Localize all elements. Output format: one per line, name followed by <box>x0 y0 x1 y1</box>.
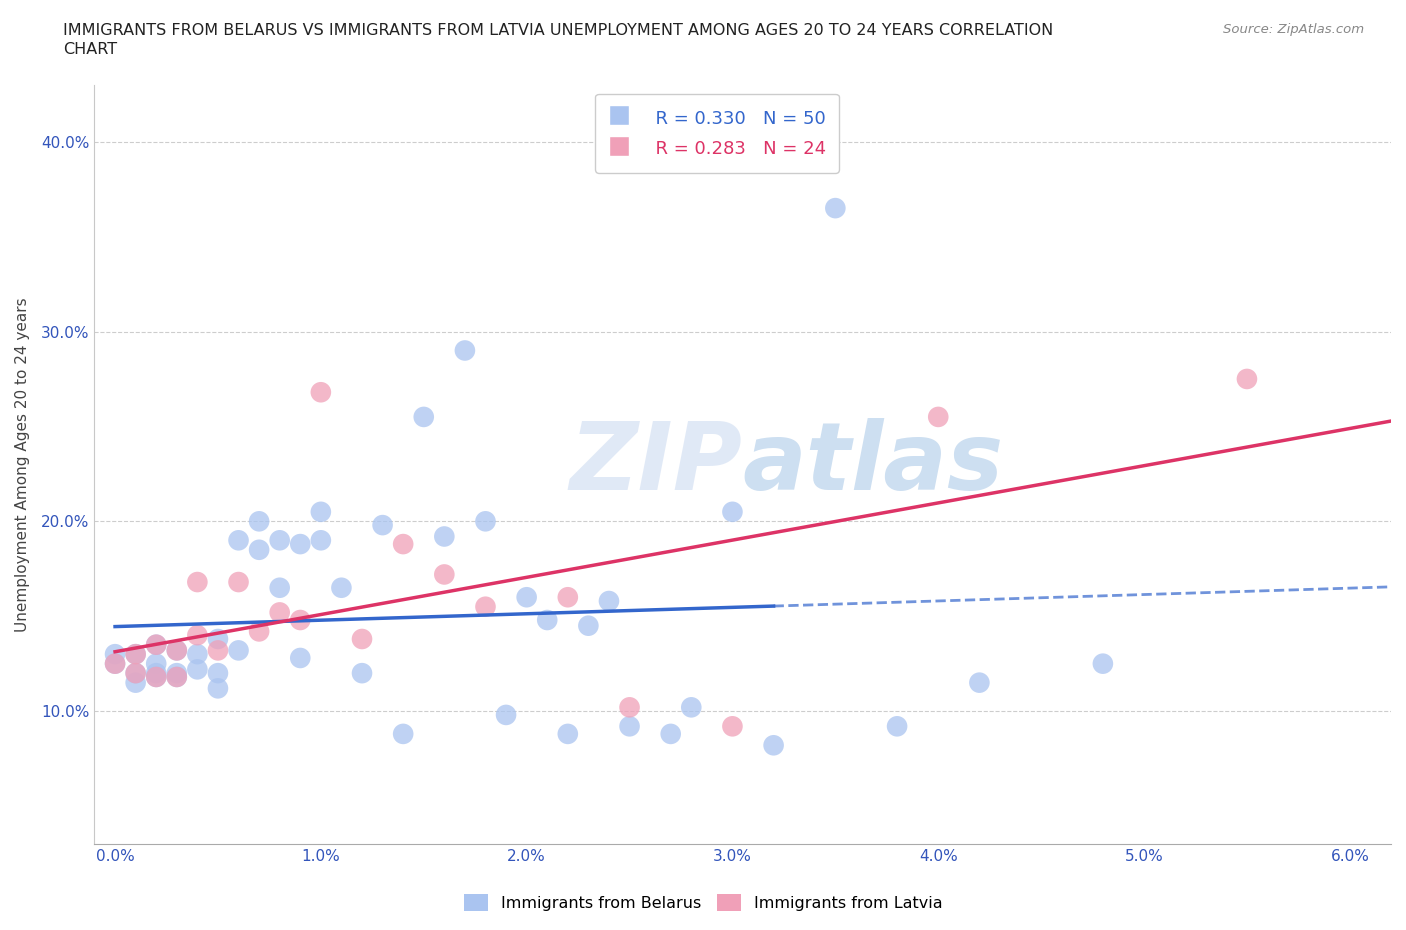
Point <box>557 726 579 741</box>
Point <box>536 613 558 628</box>
Point <box>247 542 270 557</box>
Text: atlas: atlas <box>742 418 1004 511</box>
Point <box>166 643 188 658</box>
Point <box>207 666 229 681</box>
Point <box>619 700 641 715</box>
Point <box>371 518 394 533</box>
Point <box>350 666 373 681</box>
Point <box>474 514 496 529</box>
Point <box>824 201 846 216</box>
Point <box>269 533 291 548</box>
Text: ZIP: ZIP <box>569 418 742 511</box>
Point <box>124 675 146 690</box>
Point <box>145 637 167 652</box>
Point <box>124 666 146 681</box>
Point <box>186 646 208 661</box>
Point <box>247 624 270 639</box>
Point <box>186 628 208 643</box>
Point <box>309 533 332 548</box>
Point <box>659 726 682 741</box>
Point <box>166 670 188 684</box>
Point <box>681 700 703 715</box>
Legend:   R = 0.330   N = 50,   R = 0.283   N = 24: R = 0.330 N = 50, R = 0.283 N = 24 <box>595 94 838 173</box>
Y-axis label: Unemployment Among Ages 20 to 24 years: Unemployment Among Ages 20 to 24 years <box>15 297 30 631</box>
Point <box>207 681 229 696</box>
Point <box>350 631 373 646</box>
Point <box>207 631 229 646</box>
Point <box>762 737 785 752</box>
Point <box>433 529 456 544</box>
Point <box>145 670 167 684</box>
Point <box>290 537 312 551</box>
Point <box>124 666 146 681</box>
Point <box>927 409 949 424</box>
Point <box>309 385 332 400</box>
Point <box>576 618 599 633</box>
Point <box>145 637 167 652</box>
Point <box>516 590 538 604</box>
Point <box>228 643 250 658</box>
Point <box>1091 657 1114 671</box>
Point <box>166 666 188 681</box>
Point <box>269 605 291 620</box>
Point <box>166 643 188 658</box>
Point <box>412 409 434 424</box>
Point <box>145 666 167 681</box>
Point <box>104 657 127 671</box>
Point <box>186 575 208 590</box>
Point <box>290 613 312 628</box>
Point <box>124 646 146 661</box>
Point <box>495 708 517 723</box>
Point <box>1236 371 1258 386</box>
Point <box>721 719 744 734</box>
Point <box>721 504 744 519</box>
Point <box>207 643 229 658</box>
Point <box>166 670 188 684</box>
Point <box>228 533 250 548</box>
Point <box>969 675 991 690</box>
Legend: Immigrants from Belarus, Immigrants from Latvia: Immigrants from Belarus, Immigrants from… <box>457 888 949 917</box>
Point <box>145 670 167 684</box>
Point <box>886 719 908 734</box>
Point <box>433 567 456 582</box>
Point <box>104 646 127 661</box>
Point <box>290 651 312 666</box>
Point <box>145 657 167 671</box>
Text: IMMIGRANTS FROM BELARUS VS IMMIGRANTS FROM LATVIA UNEMPLOYMENT AMONG AGES 20 TO : IMMIGRANTS FROM BELARUS VS IMMIGRANTS FR… <box>63 23 1053 38</box>
Point <box>247 514 270 529</box>
Text: CHART: CHART <box>63 42 117 57</box>
Point <box>269 580 291 595</box>
Point <box>454 343 477 358</box>
Point <box>330 580 353 595</box>
Point <box>392 726 415 741</box>
Point <box>104 657 127 671</box>
Point <box>598 593 620 608</box>
Point <box>392 537 415 551</box>
Text: Source: ZipAtlas.com: Source: ZipAtlas.com <box>1223 23 1364 36</box>
Point <box>228 575 250 590</box>
Point <box>474 599 496 614</box>
Point <box>619 719 641 734</box>
Point <box>186 662 208 677</box>
Point <box>309 504 332 519</box>
Point <box>124 646 146 661</box>
Point <box>557 590 579 604</box>
